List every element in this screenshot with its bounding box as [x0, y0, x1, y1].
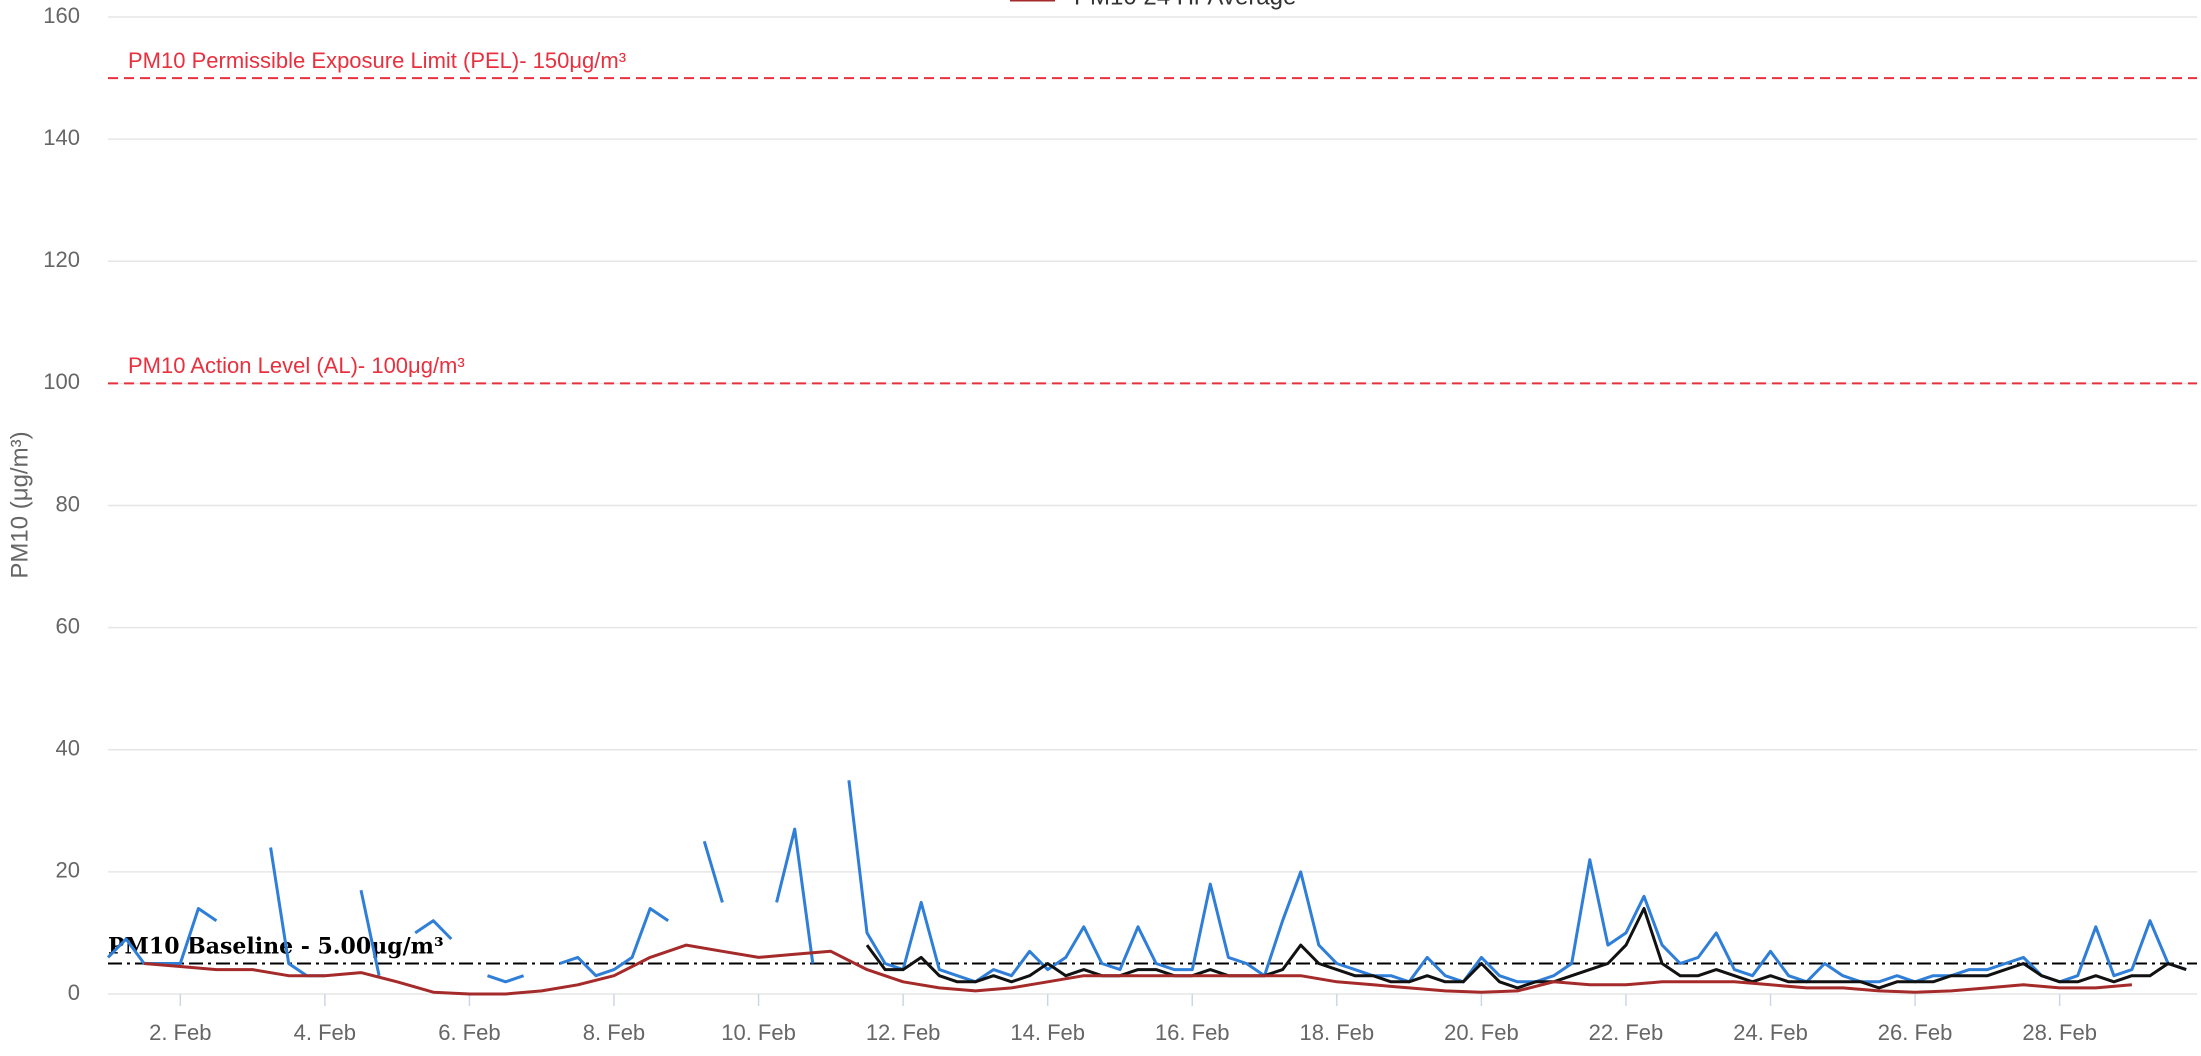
x-tick-label: 26. Feb: [1878, 1020, 1953, 1045]
y-tick-label: 40: [56, 736, 80, 761]
y-tick-label: 0: [68, 980, 80, 1005]
y-tick-label: 140: [43, 125, 80, 150]
x-tick-label: 12. Feb: [866, 1020, 941, 1045]
y-tick-label: 120: [43, 247, 80, 272]
plot-line-label: PM10 Action Level (AL)- 100μg/m³: [128, 353, 465, 378]
x-tick-label: 4. Feb: [294, 1020, 356, 1045]
series-line: [865, 907, 2187, 990]
plot-line-label: PM10 Baseline - 5.00μg/m³: [108, 933, 444, 959]
x-tick-label: 24. Feb: [1733, 1020, 1808, 1045]
x-tick-label: 6. Feb: [438, 1020, 500, 1045]
y-tick-label: 100: [43, 369, 80, 394]
x-tick-label: 14. Feb: [1010, 1020, 1085, 1045]
x-tick-label: 22. Feb: [1589, 1020, 1664, 1045]
x-tick-label: 2. Feb: [149, 1020, 211, 1045]
x-tick-label: 16. Feb: [1155, 1020, 1230, 1045]
y-tick-label: 160: [43, 3, 80, 28]
plot-line-label: PM10 Permissible Exposure Limit (PEL)- 1…: [128, 48, 626, 73]
x-tick-label: 8. Feb: [583, 1020, 645, 1045]
x-tick-label: 28. Feb: [2022, 1020, 2097, 1045]
series-line: [143, 943, 2133, 996]
x-tick-label: 18. Feb: [1300, 1020, 1375, 1045]
y-tick-label: 80: [56, 491, 80, 516]
legend-label: PM10 24 Hr Average: [1074, 0, 1296, 10]
y-tick-label: 60: [56, 613, 80, 638]
y-tick-label: 20: [56, 858, 80, 883]
x-tick-label: 20. Feb: [1444, 1020, 1519, 1045]
y-axis-title: PM10 (μg/m³): [6, 431, 33, 578]
x-tick-label: 10. Feb: [721, 1020, 796, 1045]
